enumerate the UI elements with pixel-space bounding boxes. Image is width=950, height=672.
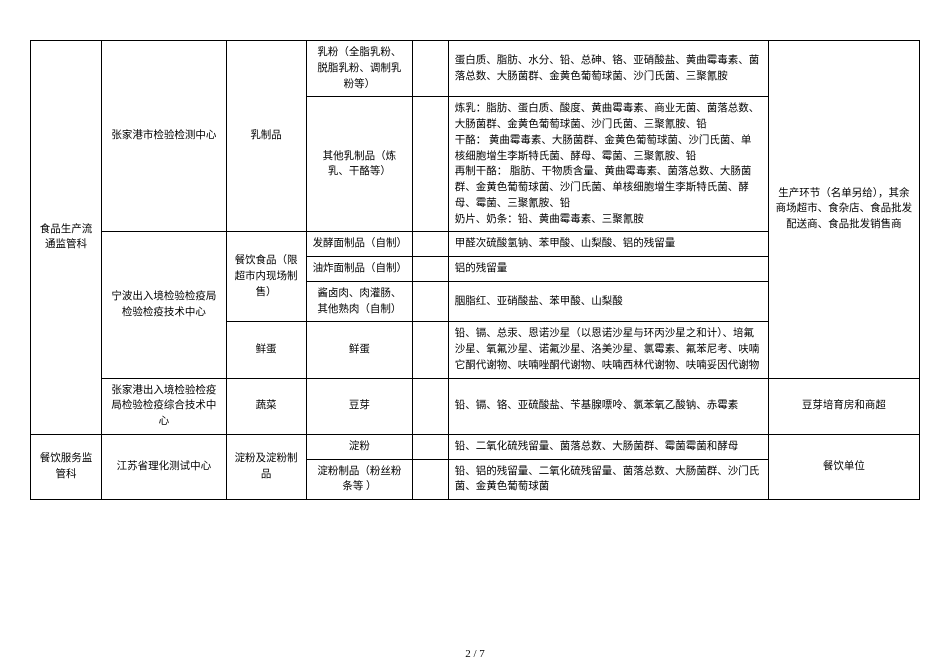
category-cell: 乳制品 <box>226 41 306 232</box>
indicator-cell: 胭脂红、亚硝酸盐、苯甲酸、山梨酸 <box>448 281 768 322</box>
category-cell: 蔬菜 <box>226 378 306 434</box>
blank-cell <box>413 41 449 97</box>
blank-cell <box>413 97 449 232</box>
tester-cell: 宁波出入境检验检疫局检验检疫技术中心 <box>102 232 226 378</box>
subcat-cell: 鲜蛋 <box>306 322 413 378</box>
blank-cell <box>413 281 449 322</box>
category-cell: 餐饮食品（限超市内现场制售） <box>226 232 306 322</box>
remark-cell: 豆芽培育房和商超 <box>768 378 919 434</box>
indicator-cell: 蛋白质、脂肪、水分、铅、总砷、铬、亚硝酸盐、黄曲霉毒素、菌落总数、大肠菌群、金黄… <box>448 41 768 97</box>
category-cell: 淀粉及淀粉制品 <box>226 434 306 499</box>
subcat-cell: 乳粉（全脂乳粉、脱脂乳粉、调制乳粉等） <box>306 41 413 97</box>
blank-cell <box>413 434 449 459</box>
subcat-cell: 酱卤肉、肉灌肠、其他熟肉（自制） <box>306 281 413 322</box>
blank-cell <box>413 378 449 434</box>
tester-cell: 张家港出入境检验检疫局检验检疫综合技术中心 <box>102 378 226 434</box>
remark-cell: 生产环节（名单另给），其余商场超市、食杂店、食品批发配送商、食品批发销售商 <box>768 41 919 379</box>
indicator-cell: 铝的残留量 <box>448 257 768 282</box>
subcat-cell: 淀粉 <box>306 434 413 459</box>
inspection-table: 食品生产流通监管科 张家港市检验检测中心 乳制品 乳粉（全脂乳粉、脱脂乳粉、调制… <box>30 40 920 500</box>
subcat-cell: 油炸面制品（自制） <box>306 257 413 282</box>
category-cell: 鲜蛋 <box>226 322 306 378</box>
subcat-cell: 其他乳制品（炼乳、干酪等） <box>306 97 413 232</box>
blank-cell <box>413 257 449 282</box>
remark-cell: 餐饮单位 <box>768 434 919 499</box>
dept-cell: 餐饮服务监管科 <box>31 434 102 499</box>
subcat-cell: 发酵面制品（自制） <box>306 232 413 257</box>
dept-cell: 食品生产流通监管科 <box>31 41 102 435</box>
indicator-cell: 铅、铝的残留量、二氧化硫残留量、菌落总数、大肠菌群、沙门氏菌、金黄色葡萄球菌 <box>448 459 768 500</box>
subcat-cell: 淀粉制品（粉丝粉条等 ） <box>306 459 413 500</box>
indicator-cell: 铅、镉、总汞、恩诺沙星（以恩诺沙星与环丙沙星之和计）、培氟沙星、氧氟沙星、诺氟沙… <box>448 322 768 378</box>
blank-cell <box>413 232 449 257</box>
indicator-cell: 甲醛次硫酸氢钠、苯甲酸、山梨酸、铝的残留量 <box>448 232 768 257</box>
subcat-cell: 豆芽 <box>306 378 413 434</box>
page-number: 2 / 7 <box>465 648 485 660</box>
tester-cell: 江苏省理化测试中心 <box>102 434 226 499</box>
tester-cell: 张家港市检验检测中心 <box>102 41 226 232</box>
indicator-cell: 铅、镉、铬、亚硫酸盐、苄基腺嘌呤、氯苯氧乙酸钠、赤霉素 <box>448 378 768 434</box>
blank-cell <box>413 322 449 378</box>
indicator-cell: 铅、二氧化硫残留量、菌落总数、大肠菌群、霉菌霉菌和酵母 <box>448 434 768 459</box>
blank-cell <box>413 459 449 500</box>
indicator-cell: 炼乳：脂肪、蛋白质、酸度、黄曲霉毒素、商业无菌、菌落总数、大肠菌群、金黄色葡萄球… <box>448 97 768 232</box>
